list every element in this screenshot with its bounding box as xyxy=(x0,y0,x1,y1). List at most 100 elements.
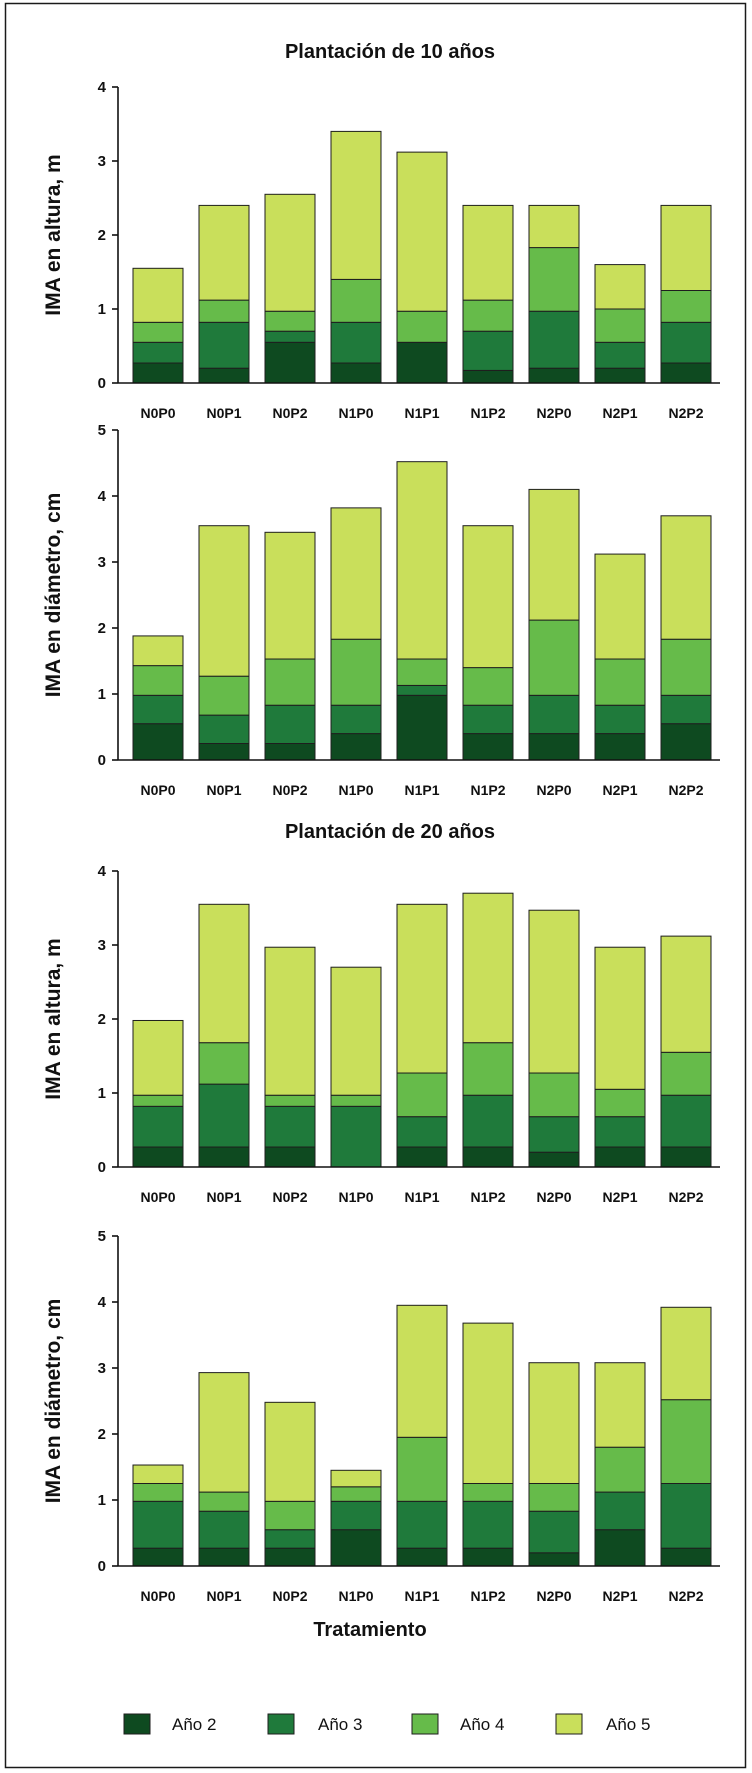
bar-n2p0-ano-5 xyxy=(528,488,580,621)
bar-n2p1-ano-2 xyxy=(594,733,646,761)
bar-n1p0-ano-4 xyxy=(330,1094,382,1107)
x-tick-label: N0P1 xyxy=(206,1588,241,1604)
bar-n2p2-ano-2 xyxy=(660,362,712,384)
bar-n0p2-ano-2 xyxy=(264,341,316,384)
x-tick-label: N2P0 xyxy=(536,782,571,798)
bar-n0p2-ano-2 xyxy=(264,1146,316,1168)
bar-n0p1-ano-2 xyxy=(198,1547,250,1567)
bar-n0p0-ano-5 xyxy=(132,1464,184,1485)
y-tick-label: 1 xyxy=(98,1085,106,1102)
y-tick-label: 4 xyxy=(98,488,107,505)
x-tick-label: N0P0 xyxy=(140,782,175,798)
bar-n1p1-ano-4 xyxy=(396,310,448,343)
x-tick-label: N1P2 xyxy=(470,1588,505,1604)
y-axis-label: IMA en diámetro, cm xyxy=(42,493,65,698)
bar-n1p1-ano-2 xyxy=(396,1146,448,1168)
bar-n2p1-ano-3 xyxy=(594,1491,646,1531)
bar-n1p0-ano-2 xyxy=(330,362,382,384)
x-tick-label: N0P2 xyxy=(272,405,307,421)
legend-swatch xyxy=(267,1713,295,1735)
x-tick-label: N1P1 xyxy=(404,405,439,421)
x-tick-label: N1P2 xyxy=(470,782,505,798)
bar-n2p1-ano-4 xyxy=(594,1088,646,1118)
bar-n0p1-ano-4 xyxy=(198,1042,250,1085)
x-tick-label: N0P2 xyxy=(272,1189,307,1205)
bar-n2p1-ano-3 xyxy=(594,1116,646,1148)
bars xyxy=(132,130,712,384)
x-tick-label: N0P0 xyxy=(140,1189,175,1205)
bar-n1p0-ano-5 xyxy=(330,1469,382,1488)
bar-n1p1-ano-2 xyxy=(396,1547,448,1567)
bar-n2p1-ano-4 xyxy=(594,308,646,343)
x-tick-label: N1P2 xyxy=(470,1189,505,1205)
bar-n2p2-ano-4 xyxy=(660,1051,712,1096)
bar-n2p2-ano-5 xyxy=(660,204,712,291)
x-tick-label: N1P2 xyxy=(470,405,505,421)
x-tick-label: N2P0 xyxy=(536,405,571,421)
bar-n0p0-ano-3 xyxy=(132,694,184,725)
x-tick-label: N2P1 xyxy=(602,405,637,421)
bar-n0p2-ano-2 xyxy=(264,743,316,761)
bar-n0p2-ano-3 xyxy=(264,704,316,744)
bar-n2p0-ano-2 xyxy=(528,367,580,384)
legend-label: Año 2 xyxy=(172,1715,216,1734)
bar-n1p0-ano-3 xyxy=(330,704,382,735)
bar-n1p0-ano-5 xyxy=(330,507,382,640)
bar-n2p0-ano-3 xyxy=(528,1510,580,1554)
bar-n2p0-ano-2 xyxy=(528,1151,580,1168)
x-tick-label: N0P1 xyxy=(206,405,241,421)
bar-n2p0-ano-3 xyxy=(528,310,580,369)
bar-n2p1-ano-2 xyxy=(594,1529,646,1567)
bar-n0p1-ano-5 xyxy=(198,903,250,1044)
x-tick-label: N0P1 xyxy=(206,782,241,798)
x-tick-label: N1P0 xyxy=(338,1189,373,1205)
y-tick-label: 1 xyxy=(98,301,106,318)
bar-n0p1-ano-4 xyxy=(198,299,250,323)
x-tick-label: N1P0 xyxy=(338,405,373,421)
legend-item-ano-4: Año 4 xyxy=(411,1713,504,1735)
bar-n1p2-ano-4 xyxy=(462,1042,514,1096)
bar-n2p2-ano-4 xyxy=(660,638,712,696)
bar-n2p1-ano-4 xyxy=(594,1446,646,1493)
bar-n1p1-ano-5 xyxy=(396,903,448,1074)
legend-item-ano-5: Año 5 xyxy=(555,1713,650,1735)
bar-n0p2-ano-5 xyxy=(264,531,316,660)
bar-n2p0-ano-5 xyxy=(528,204,580,249)
bar-n0p0-ano-2 xyxy=(132,723,184,761)
bar-n2p1-ano-4 xyxy=(594,658,646,706)
bar-n0p2-ano-3 xyxy=(264,1105,316,1148)
x-tick-label: N1P1 xyxy=(404,1189,439,1205)
legend-item-ano-2: Año 2 xyxy=(123,1713,216,1735)
bar-n0p0-ano-4 xyxy=(132,665,184,696)
bar-n0p0-ano-4 xyxy=(132,1483,184,1502)
bar-n2p2-ano-5 xyxy=(660,515,712,640)
bar-n0p0-ano-4 xyxy=(132,1094,184,1107)
y-tick-label: 3 xyxy=(98,1360,106,1377)
bar-n1p0-ano-5 xyxy=(330,966,382,1096)
bar-n2p2-ano-2 xyxy=(660,723,712,761)
y-tick-label: 0 xyxy=(98,1159,106,1176)
bar-n2p2-ano-2 xyxy=(660,1146,712,1168)
legend-item-ano-3: Año 3 xyxy=(267,1713,362,1735)
bar-n0p1-ano-3 xyxy=(198,714,250,744)
bar-n2p2-ano-5 xyxy=(660,935,712,1053)
y-tick-label: 5 xyxy=(98,1228,106,1245)
bar-n2p0-ano-2 xyxy=(528,733,580,761)
chart-panel-1: N0P0 N0P1 N0P2 N1P0 N1P1 N1P2 N2P0 N2P1 N2P2 0 1 2 3… xyxy=(42,79,720,421)
bar-n1p1-ano-5 xyxy=(396,461,448,660)
legend-label: Año 4 xyxy=(460,1715,504,1734)
x-axis-label: Tratamiento xyxy=(313,1619,426,1641)
x-tick-label: N1P0 xyxy=(338,782,373,798)
bar-n2p2-ano-5 xyxy=(660,1306,712,1401)
bar-n2p0-ano-2 xyxy=(528,1552,580,1567)
bar-n1p2-ano-2 xyxy=(462,369,514,384)
bar-n0p2-ano-4 xyxy=(264,310,316,332)
x-tick-label: N2P1 xyxy=(602,1588,637,1604)
bar-n2p0-ano-5 xyxy=(528,909,580,1074)
y-tick-label: 4 xyxy=(98,863,107,880)
bar-n1p2-ano-4 xyxy=(462,1483,514,1502)
bar-n0p1-ano-3 xyxy=(198,321,250,369)
bar-n1p0-ano-5 xyxy=(330,130,382,280)
bar-n0p0-ano-3 xyxy=(132,1105,184,1148)
bar-n1p1-ano-2 xyxy=(396,694,448,761)
